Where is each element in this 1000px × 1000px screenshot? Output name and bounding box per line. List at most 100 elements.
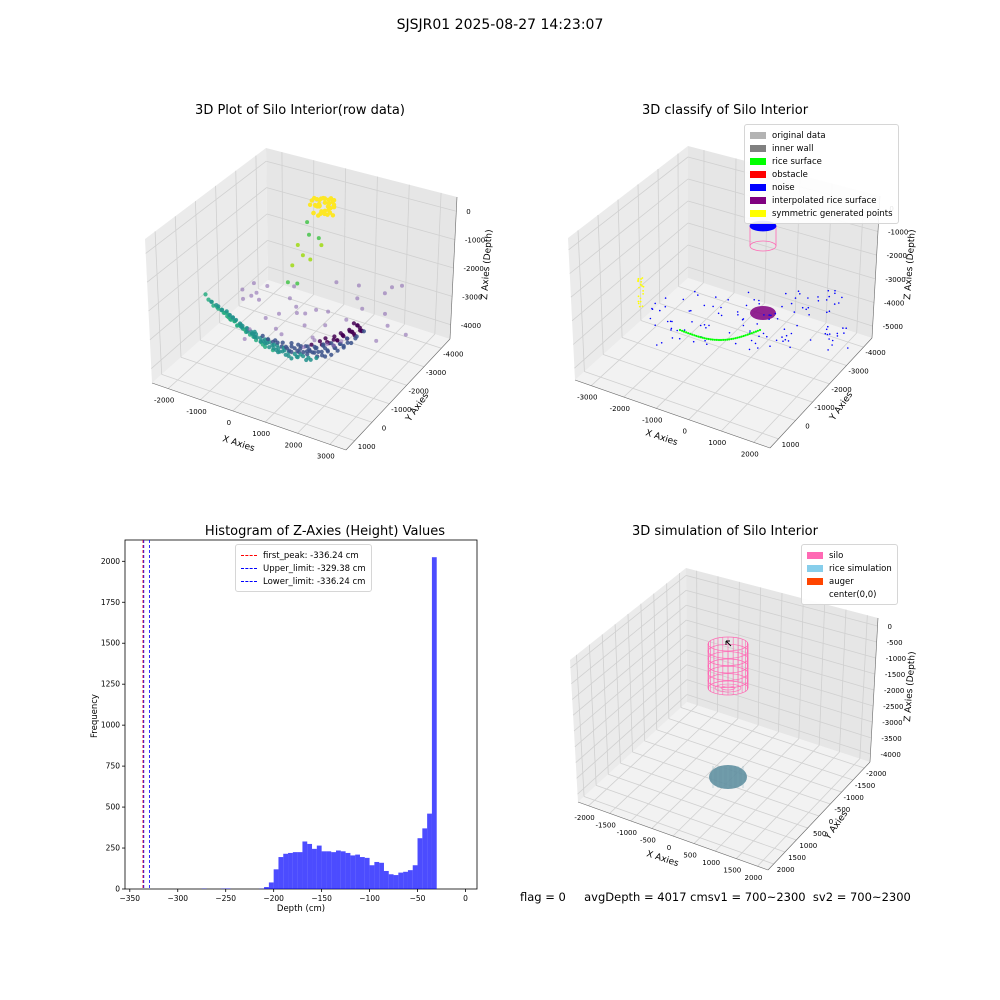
raw-point (302, 323, 307, 328)
raw-point (322, 200, 328, 205)
y-tick-label: -2000 (866, 770, 886, 778)
3d-grid-line (574, 649, 687, 748)
raw-point (351, 321, 356, 326)
raw-point (280, 340, 285, 345)
x-tick-label: 1000 (708, 439, 726, 447)
raw-point (307, 232, 311, 237)
raw-point (339, 339, 344, 344)
classify-symmetric-point (641, 285, 643, 287)
z-tick-label: -5000 (883, 323, 903, 331)
3d-grid-line (180, 356, 373, 423)
classify-noise-point (712, 305, 714, 308)
legend-label: silo (829, 550, 844, 561)
raw-point (314, 345, 319, 350)
raw-y-ticks: 1000 0 -1000 -2000 -3000 -4000 (358, 350, 464, 451)
3d-grid-line (167, 284, 284, 389)
hist-legend: first_peak: -336.24 cm Upper_limit: -329.… (235, 544, 372, 592)
classify-noise-point (833, 303, 836, 305)
raw-point (382, 291, 387, 296)
classify-noise-point (790, 302, 793, 305)
x-tick-label: -1500 (595, 821, 615, 829)
classify-noise-point (784, 338, 787, 341)
x-tick-label: 2000 (745, 874, 763, 880)
silo-ring (707, 658, 749, 674)
classify-noise-point (699, 324, 702, 327)
classify-rice-point (701, 336, 704, 339)
raw-point (312, 338, 317, 343)
raw-point (227, 313, 232, 318)
hist-bar (355, 854, 360, 889)
x-tick-label: 1500 (723, 867, 741, 875)
classify-noise-point (836, 332, 839, 335)
x-tick-label: -1000 (186, 408, 206, 416)
hist-bar (273, 869, 279, 889)
sim-y-axis-label: Y Axies (823, 809, 851, 842)
legend-label: Lower_limit: -336.24 cm (263, 576, 366, 587)
3d-floor-pane (152, 280, 450, 450)
3d-left-pane (568, 146, 688, 380)
classify-symmetric-point (638, 305, 641, 308)
classify-symmetric-point (638, 286, 640, 289)
hist-x-ticks: −350 −300 −250 −200 −150 −100 −50 0 (119, 889, 468, 903)
hist-y-tick-label: 1000 (101, 721, 120, 730)
3d-grid-line (571, 222, 689, 322)
classify-noise-point (762, 332, 765, 335)
classify-noise-point (757, 347, 759, 349)
z-tick-label: -2000 (464, 265, 484, 273)
classify-noise-point (768, 314, 770, 316)
classify-noise-point (705, 327, 707, 329)
classify-symmetric-point (637, 295, 640, 298)
classify-rice-point (695, 334, 698, 338)
classify-rice-point (678, 328, 682, 332)
raw-point (332, 334, 337, 339)
raw-point (330, 213, 336, 218)
3d-grid-line (570, 575, 687, 669)
raw-point (247, 327, 252, 332)
3d-grid-line (608, 773, 797, 841)
classify-rice-point (697, 335, 700, 338)
raw-point (403, 332, 408, 337)
classify-noise-point (654, 324, 656, 327)
classify-noise-point (766, 335, 768, 338)
legend-swatch (750, 132, 766, 139)
hist-bar (288, 852, 293, 889)
3d-grid-line (603, 354, 796, 421)
classify-symmetric-point (641, 277, 644, 279)
classify-rice-point (730, 337, 733, 341)
silo-ring (707, 665, 749, 681)
classify-noise-point (785, 292, 787, 295)
classify-noise-point (734, 342, 737, 345)
classify-noise-point (808, 314, 810, 316)
legend-swatch (750, 210, 766, 217)
raw-point (327, 210, 333, 215)
raw-point (308, 357, 313, 362)
raw-point (209, 299, 214, 304)
raw-point (316, 349, 321, 354)
classify-noise-point (683, 329, 686, 331)
classify-legend-item: original data (750, 129, 893, 142)
hist-legend-item: Lower_limit: -336.24 cm (241, 575, 366, 588)
3d-grid-line (753, 332, 857, 443)
hist-bar (364, 857, 370, 889)
raw-point (265, 284, 270, 288)
classify-legend-item: rice surface (750, 155, 893, 168)
3d-grid-line (687, 200, 877, 256)
raw-point (216, 304, 221, 309)
legend-label: first_peak: -336.24 cm (263, 550, 359, 561)
classify-noise-point (659, 309, 661, 312)
classify-noise-point (753, 299, 755, 301)
raw-point (328, 196, 334, 201)
raw-point (322, 196, 328, 201)
raw-points (203, 195, 408, 363)
hist-bar (302, 841, 308, 889)
raw-point (341, 334, 346, 339)
z-tick-label: -4000 (461, 322, 481, 330)
raw-point (400, 283, 404, 288)
3d-grid-line (575, 664, 687, 763)
z-tick-label: -3000 (885, 276, 905, 284)
legend-label: interpolated rice surface (772, 195, 877, 206)
raw-point (323, 354, 328, 359)
classify-noise-point (756, 323, 758, 325)
3d-grid-line (583, 796, 774, 865)
classify-rice-point (736, 336, 739, 339)
